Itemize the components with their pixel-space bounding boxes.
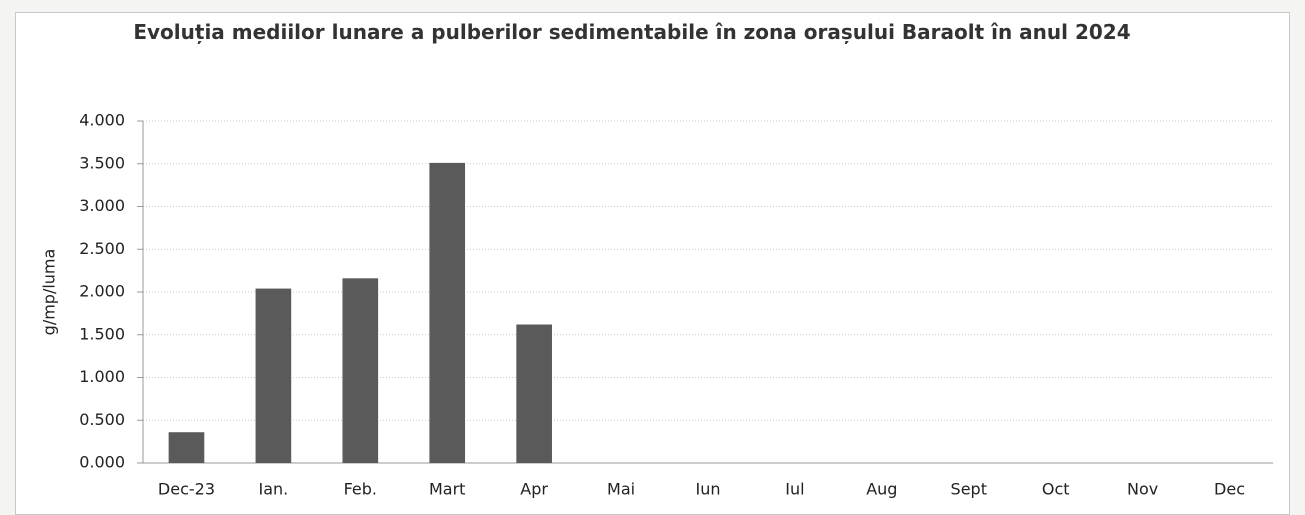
bar — [516, 324, 552, 463]
x-tick-label: Mart — [429, 480, 465, 499]
x-tick-label: Nov — [1127, 480, 1158, 499]
x-tick-label: Apr — [520, 480, 548, 499]
bar — [342, 278, 379, 463]
bar — [429, 162, 466, 463]
y-tick-label: 1.000 — [79, 367, 125, 386]
y-tick-label: 0.000 — [79, 453, 125, 472]
x-tick-label: Dec — [1214, 480, 1245, 499]
y-tick-label: 2.000 — [79, 282, 125, 301]
y-tick-label: 4.000 — [79, 111, 125, 130]
x-tick-label: Mai — [607, 480, 635, 499]
x-tick-label: Ian. — [259, 480, 289, 499]
x-tick-label: Feb. — [344, 480, 377, 499]
x-tick-label: Dec-23 — [158, 480, 215, 499]
y-tick-label: 0.500 — [79, 410, 125, 429]
chart-title: Evoluția mediilor lunare a pulberilor se… — [133, 20, 1131, 44]
x-tick-label: Aug — [866, 480, 897, 499]
x-tick-label: Oct — [1042, 480, 1070, 499]
bar — [255, 288, 292, 463]
chart-frame — [15, 12, 1290, 515]
bar — [168, 432, 205, 463]
y-tick-label: 3.500 — [79, 153, 125, 172]
y-tick-label: 3.000 — [79, 196, 125, 215]
y-axis-label: g/mp/luma — [40, 249, 59, 336]
x-tick-label: Iun — [696, 480, 721, 499]
y-tick-label: 1.500 — [79, 324, 125, 343]
x-tick-label: Iul — [785, 480, 804, 499]
y-tick-label: 2.500 — [79, 239, 125, 258]
x-tick-label: Sept — [951, 480, 987, 499]
